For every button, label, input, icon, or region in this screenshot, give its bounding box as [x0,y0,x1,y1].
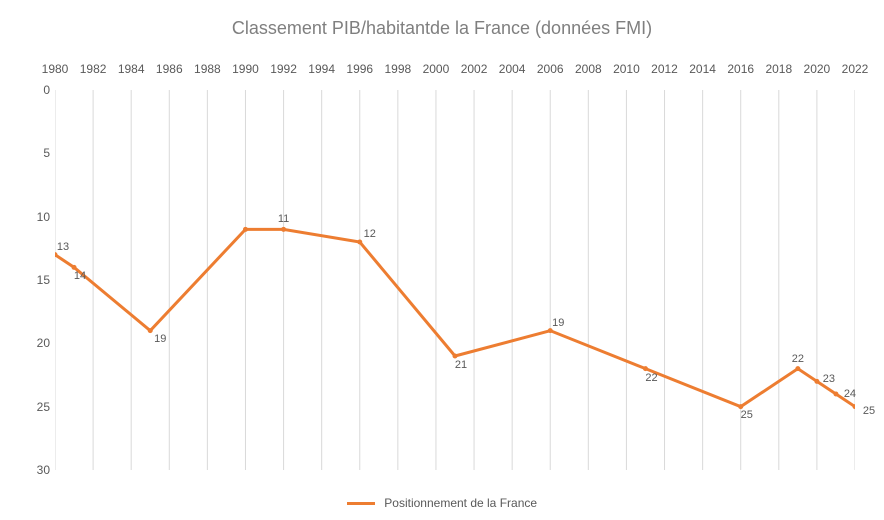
data-point-label: 25 [863,405,875,417]
x-tick-label: 1994 [308,62,335,76]
data-point-label: 13 [57,241,69,253]
y-tick-label: 15 [30,273,50,287]
data-point-label: 23 [823,373,835,385]
x-tick-label: 2022 [842,62,869,76]
data-point-label: 11 [278,213,289,225]
x-tick-label: 2006 [537,62,564,76]
x-tick-label: 1988 [194,62,221,76]
x-tick-label: 2014 [689,62,716,76]
x-tick-label: 2004 [499,62,526,76]
x-tick-label: 2008 [575,62,602,76]
x-tick-label: 1986 [156,62,183,76]
line-series [55,90,855,470]
data-point-label: 22 [792,353,804,365]
legend-swatch [347,502,375,505]
x-tick-label: 2020 [804,62,831,76]
x-tick-label: 2002 [461,62,488,76]
data-point-label: 12 [364,228,376,240]
y-tick-label: 30 [30,463,50,477]
data-point-label: 19 [154,333,166,345]
x-tick-label: 1990 [232,62,259,76]
x-tick-label: 2000 [423,62,450,76]
y-tick-label: 25 [30,400,50,414]
x-tick-label: 1982 [80,62,107,76]
plot-area: 13141911122119222522232425 [55,90,855,470]
chart-title: Classement PIB/habitantde la France (don… [0,18,884,39]
x-tick-label: 1998 [384,62,411,76]
y-tick-label: 5 [30,146,50,160]
x-tick-label: 1992 [270,62,297,76]
data-point-label: 24 [844,388,856,400]
y-tick-label: 0 [30,83,50,97]
data-point-label: 21 [455,359,467,371]
x-tick-label: 2012 [651,62,678,76]
legend-label: Positionnement de la France [384,496,537,510]
x-tick-label: 1996 [346,62,373,76]
data-point-label: 22 [645,372,657,384]
x-tick-label: 1984 [118,62,145,76]
legend: Positionnement de la France [0,496,884,510]
x-tick-label: 1980 [42,62,69,76]
y-tick-label: 10 [30,210,50,224]
chart-container: Classement PIB/habitantde la France (don… [0,0,884,520]
data-point-label: 14 [74,270,86,282]
y-tick-label: 20 [30,336,50,350]
x-tick-label: 2018 [765,62,792,76]
data-point-label: 19 [552,317,564,329]
data-point-label: 25 [741,409,753,421]
x-tick-label: 2016 [727,62,754,76]
x-tick-label: 2010 [613,62,640,76]
